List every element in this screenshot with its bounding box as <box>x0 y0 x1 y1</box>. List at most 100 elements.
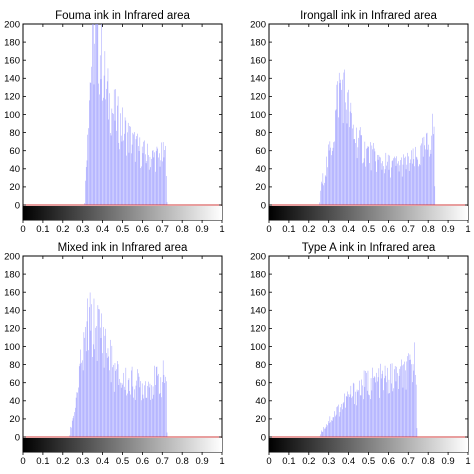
x-tick-label: 0.4 <box>96 224 109 235</box>
y-tick-label: 20 <box>9 182 20 193</box>
x-tick-label: 0.7 <box>402 224 415 235</box>
x-tick-label: 0.3 <box>322 456 335 467</box>
x-tick-label: 0.5 <box>116 456 129 467</box>
y-tick-label: 160 <box>250 56 266 67</box>
x-tick-label: 0.8 <box>422 456 435 467</box>
y-tick-label: 40 <box>255 396 266 407</box>
x-tick-label: 0.2 <box>302 456 315 467</box>
y-tick-label: 60 <box>255 146 266 157</box>
panel-title: Fouma ink in Infrared area <box>55 10 190 22</box>
y-tick-label: 0 <box>261 432 266 443</box>
x-tick-label: 0.5 <box>116 224 129 235</box>
grayscale-colorbar <box>269 206 468 220</box>
x-tick-label: 0.2 <box>302 224 315 235</box>
histogram-panel-fouma: Fouma ink in Infrared area02040608010012… <box>4 10 225 235</box>
y-tick-label: 140 <box>4 74 20 85</box>
x-tick-label: 0.6 <box>382 224 395 235</box>
y-tick-label: 20 <box>255 182 266 193</box>
y-tick-label: 180 <box>250 37 266 48</box>
histogram-panel-irongall: Irongall ink in Infrared area02040608010… <box>250 10 471 235</box>
x-tick-label: 0 <box>20 456 25 467</box>
y-tick-label: 20 <box>255 414 266 425</box>
y-tick-label: 40 <box>255 164 266 175</box>
x-tick-label: 0.4 <box>96 456 109 467</box>
y-tick-label: 40 <box>9 164 20 175</box>
x-tick-label: 0.3 <box>76 224 89 235</box>
x-tick-label: 0.4 <box>342 224 355 235</box>
y-tick-label: 60 <box>9 378 20 389</box>
y-tick-label: 80 <box>255 128 266 139</box>
x-tick-label: 1 <box>219 224 224 235</box>
x-tick-label: 0.1 <box>36 224 49 235</box>
y-tick-label: 0 <box>15 200 20 211</box>
panel-title: Type A ink in Infrared area <box>302 242 436 254</box>
y-tick-label: 160 <box>250 288 266 299</box>
y-tick-label: 160 <box>4 56 20 67</box>
x-tick-label: 0.2 <box>56 224 69 235</box>
x-tick-label: 0.6 <box>136 224 149 235</box>
y-tick-label: 120 <box>250 324 266 335</box>
x-tick-label: 0.7 <box>156 224 169 235</box>
x-tick-label: 0.3 <box>76 456 89 467</box>
y-tick-label: 60 <box>9 146 20 157</box>
x-tick-label: 0.4 <box>342 456 355 467</box>
x-tick-label: 0.8 <box>422 224 435 235</box>
x-tick-label: 0.5 <box>362 456 375 467</box>
x-tick-label: 0.9 <box>441 224 454 235</box>
y-tick-label: 100 <box>4 342 20 353</box>
x-tick-label: 1 <box>219 456 224 467</box>
y-tick-label: 100 <box>4 110 20 121</box>
y-tick-label: 200 <box>4 19 20 30</box>
y-tick-label: 160 <box>4 288 20 299</box>
grayscale-colorbar <box>23 438 222 452</box>
y-tick-label: 80 <box>9 128 20 139</box>
y-tick-label: 200 <box>250 251 266 262</box>
x-tick-label: 0.1 <box>282 456 295 467</box>
y-tick-label: 80 <box>9 360 20 371</box>
x-tick-label: 0 <box>266 224 271 235</box>
x-tick-label: 0 <box>20 224 25 235</box>
grayscale-colorbar <box>23 206 222 220</box>
x-tick-label: 0.6 <box>382 456 395 467</box>
histogram-panel-type-a: Type A ink in Infrared area 0 20 40 60 80 100 1… <box>250 242 471 467</box>
x-tick-label: 0.3 <box>322 224 335 235</box>
x-tick-label: 0.9 <box>195 456 208 467</box>
y-tick-label: 100 <box>250 110 266 121</box>
x-tick-label: 0.1 <box>282 224 295 235</box>
y-tick-label: 180 <box>4 269 20 280</box>
y-tick-label: 140 <box>4 306 20 317</box>
panel-title: Irongall ink in Infrared area <box>300 10 437 22</box>
y-tick-label: 180 <box>4 37 20 48</box>
y-tick-label: 120 <box>4 324 20 335</box>
y-tick-label: 0 <box>15 432 20 443</box>
x-tick-label: 0.2 <box>56 456 69 467</box>
y-tick-label: 80 <box>255 360 266 371</box>
y-tick-label: 140 <box>250 306 266 317</box>
x-tick-label: 0.7 <box>402 456 415 467</box>
grayscale-colorbar <box>269 438 468 452</box>
panel-title: Mixed ink in Infrared area <box>58 242 188 254</box>
y-tick-label: 40 <box>9 396 20 407</box>
x-tick-label: 0.9 <box>195 224 208 235</box>
x-tick-label: 0.1 <box>36 456 49 467</box>
y-tick-label: 120 <box>250 92 266 103</box>
x-tick-label: 1 <box>465 456 470 467</box>
x-tick-label: 0 <box>266 456 271 467</box>
y-tick-label: 20 <box>9 414 20 425</box>
histogram-panel-mixed: Mixed ink in Infrared area 0 20 40 60 80 100 12… <box>4 242 225 467</box>
x-tick-label: 0.7 <box>156 456 169 467</box>
y-tick-label: 0 <box>261 200 266 211</box>
y-tick-label: 180 <box>250 269 266 280</box>
x-tick-label: 0.9 <box>441 456 454 467</box>
y-tick-label: 200 <box>250 19 266 30</box>
x-tick-label: 1 <box>465 224 470 235</box>
y-tick-label: 100 <box>250 342 266 353</box>
x-tick-label: 0.5 <box>362 224 375 235</box>
y-tick-label: 120 <box>4 92 20 103</box>
y-tick-label: 140 <box>250 74 266 85</box>
x-tick-label: 0.8 <box>176 224 189 235</box>
x-tick-label: 0.6 <box>136 456 149 467</box>
y-tick-label: 60 <box>255 378 266 389</box>
x-tick-label: 0.8 <box>176 456 189 467</box>
